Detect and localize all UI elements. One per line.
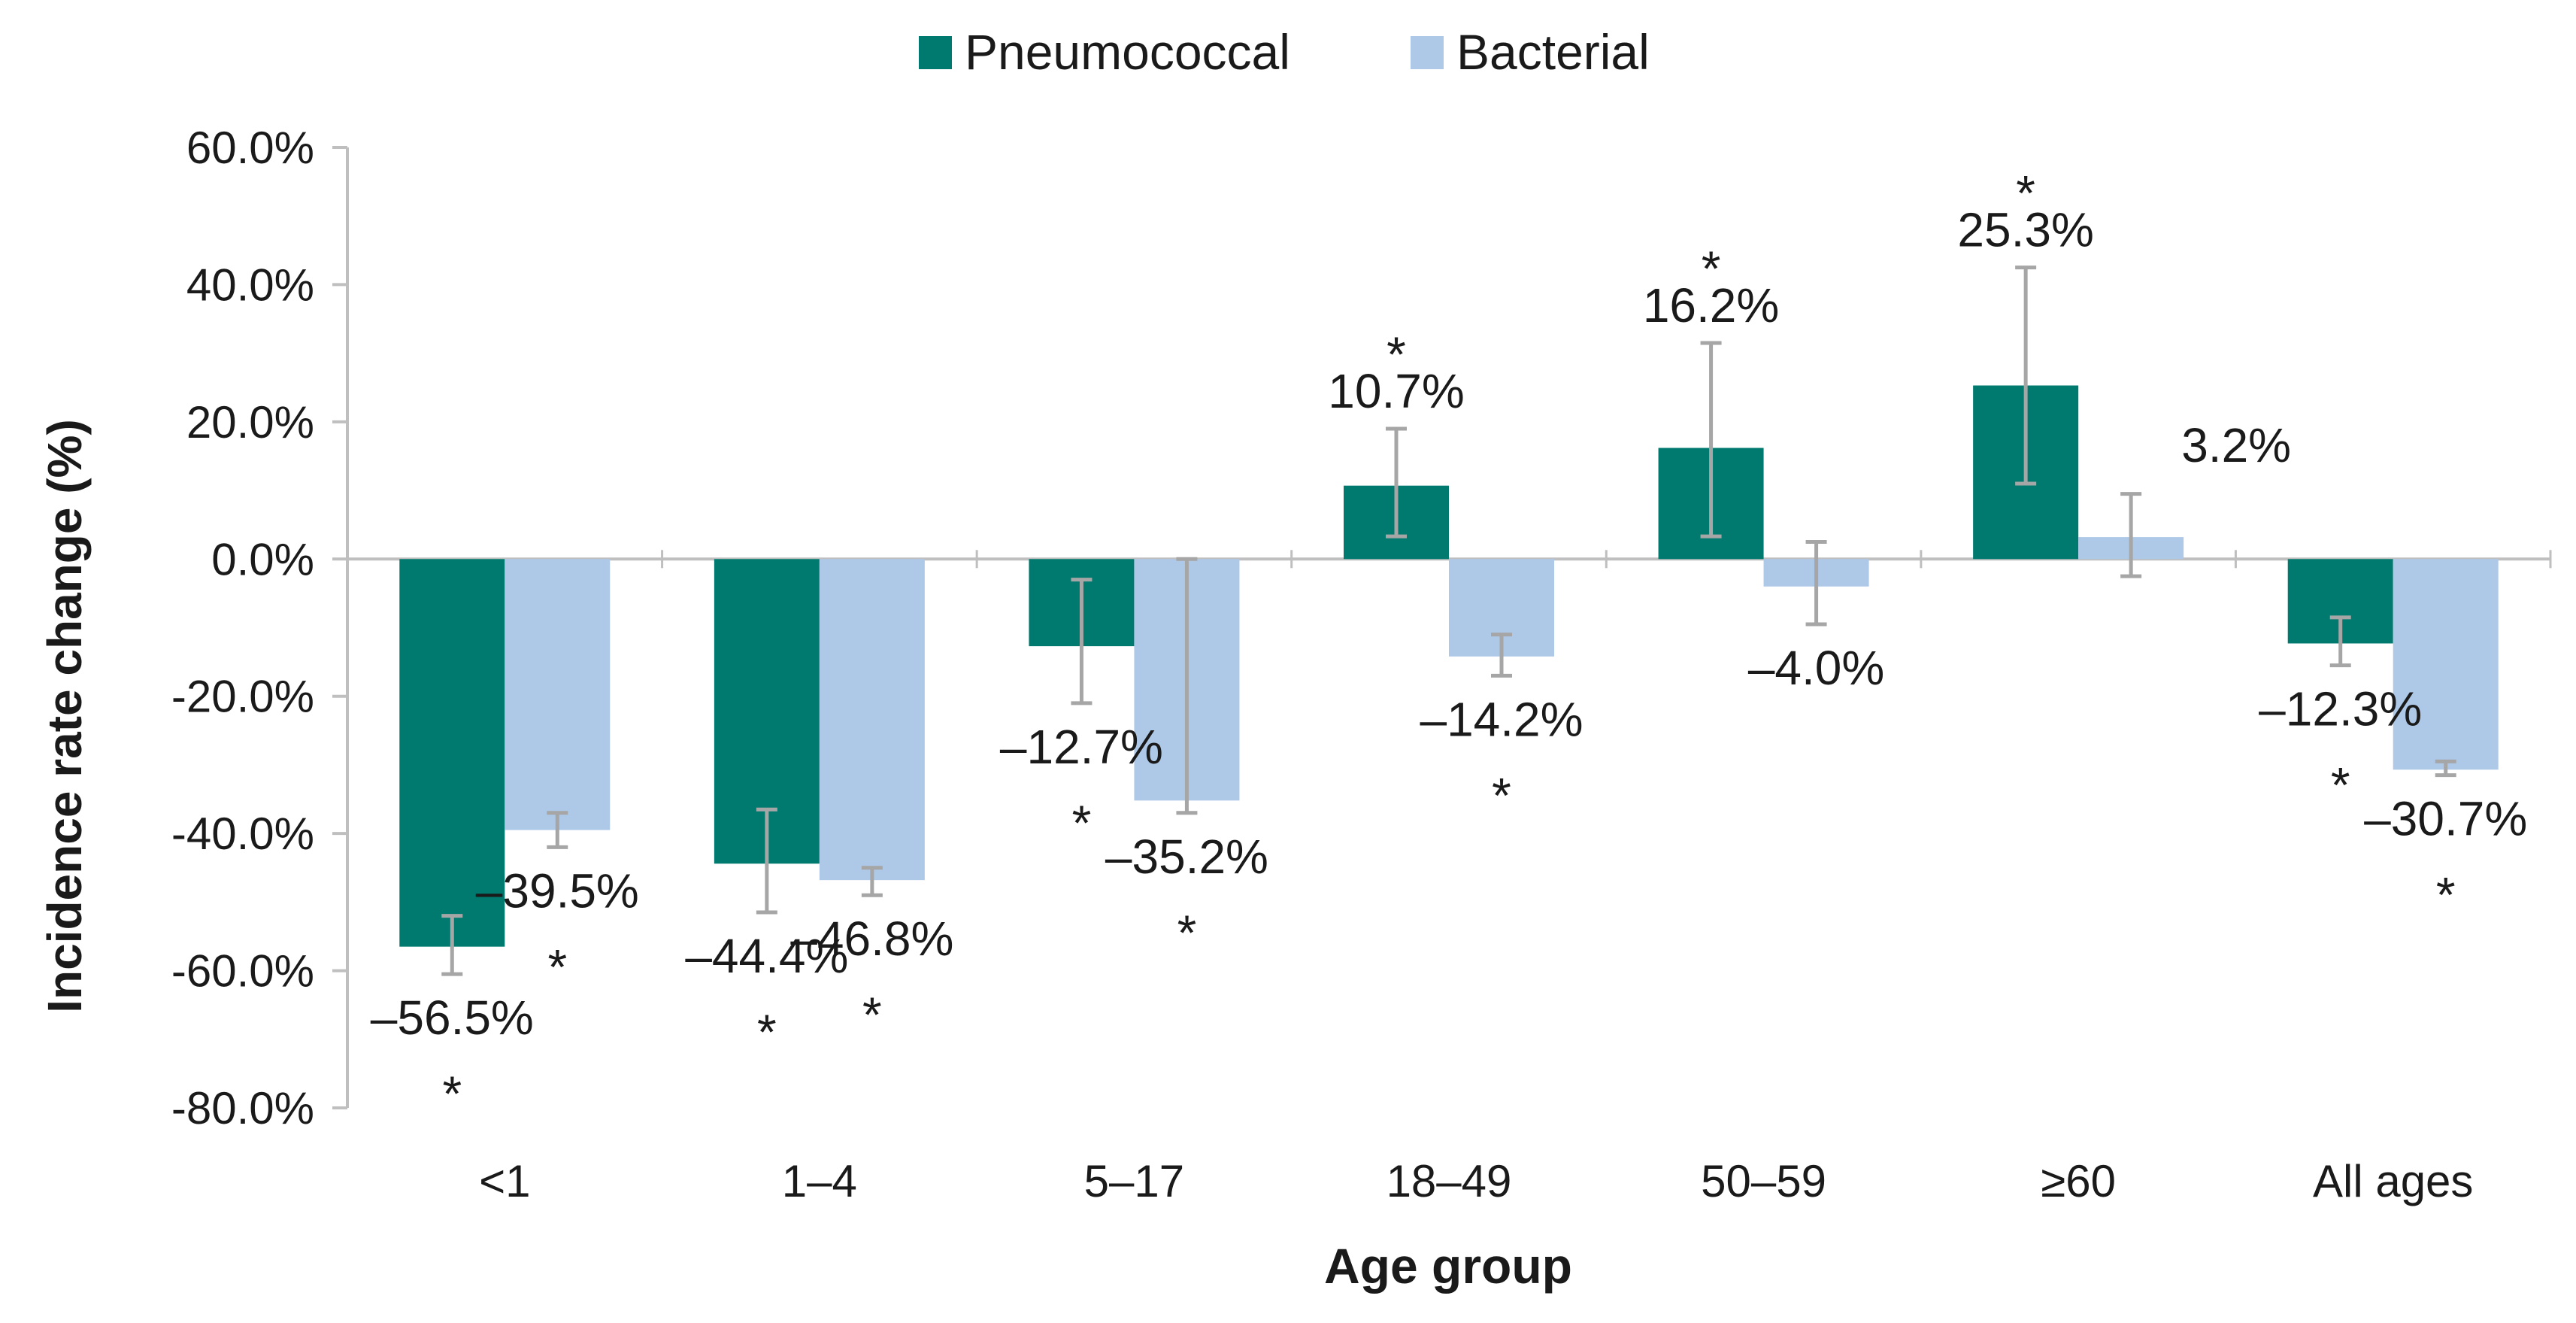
x-tick-label: All ages (2313, 1156, 2473, 1206)
y-tick-label: 40.0% (186, 259, 314, 310)
data-label: 16.2% (1643, 278, 1779, 332)
data-label: 25.3% (1957, 203, 2093, 257)
y-tick-label: -20.0% (171, 672, 314, 722)
significance-marker: * (1177, 905, 1197, 960)
x-tick-label: 50–59 (1701, 1156, 1826, 1206)
legend-label-pneumococcal: Pneumococcal (965, 24, 1290, 80)
x-tick-label: 5–17 (1084, 1156, 1184, 1206)
x-tick-label: 18–49 (1386, 1156, 1512, 1206)
bar-pneumococcal-0 (399, 559, 505, 947)
axes: 60.0% 40.0% 20.0% 0.0% -20.0% -40.0% -60.0% -80… (171, 123, 2552, 1206)
data-label: –56.5% (371, 991, 534, 1045)
data-label: 10.7% (1328, 364, 1464, 418)
x-axis-title: Age group (1324, 1238, 1572, 1294)
data-label: –39.5% (476, 863, 639, 918)
x-tick-label: ≥60 (2041, 1156, 2116, 1206)
significance-marker: * (2436, 867, 2456, 923)
y-tick-label: 0.0% (211, 534, 314, 584)
y-tick-label: -80.0% (171, 1083, 314, 1133)
x-tick-label: <1 (479, 1156, 530, 1206)
significance-marker: * (757, 1004, 777, 1060)
x-tick-label: 1–4 (782, 1156, 857, 1206)
data-label: –14.2% (1420, 692, 1583, 746)
significance-marker: * (862, 987, 882, 1042)
error-bars (441, 266, 2456, 976)
data-label: 3.2% (2181, 418, 2291, 472)
data-label: –44.4% (685, 929, 848, 983)
data-label: –4.0% (1748, 641, 1884, 695)
significance-marker: * (2016, 165, 2035, 221)
y-axis-title: Incidence rate change (%) (38, 419, 92, 1013)
legend-swatch-bacterial (1411, 36, 1444, 69)
data-labels: –56.5%*–44.4%*–12.7%*10.7%*16.2%*25.3%*–… (371, 165, 2527, 1122)
significance-marker: * (1492, 767, 1511, 823)
significance-marker: * (2331, 757, 2350, 813)
y-tick-label: -40.0% (171, 809, 314, 859)
bar-bacterial-1 (819, 559, 925, 881)
y-tick-label: -60.0% (171, 946, 314, 997)
bars (399, 385, 2499, 947)
data-label: –30.7% (2364, 792, 2527, 846)
bar-bacterial-0 (505, 559, 611, 830)
significance-marker: * (1386, 326, 1406, 382)
bar-bacterial-6 (2393, 559, 2499, 770)
significance-marker: * (1072, 795, 1092, 851)
y-tick-label: 20.0% (186, 397, 314, 448)
data-label: –12.7% (1000, 720, 1163, 774)
data-label: –12.3% (2259, 682, 2422, 736)
data-label: –46.8% (790, 912, 953, 966)
significance-marker: * (442, 1066, 462, 1121)
y-tick-label: 60.0% (186, 123, 314, 173)
legend-label-bacterial: Bacterial (1456, 24, 1650, 80)
legend-swatch-pneumococcal (919, 36, 952, 69)
significance-marker: * (547, 939, 567, 994)
significance-marker: * (1702, 241, 1721, 296)
data-label: –35.2% (1105, 830, 1268, 884)
legend: Pneumococcal Bacterial (919, 24, 1650, 80)
